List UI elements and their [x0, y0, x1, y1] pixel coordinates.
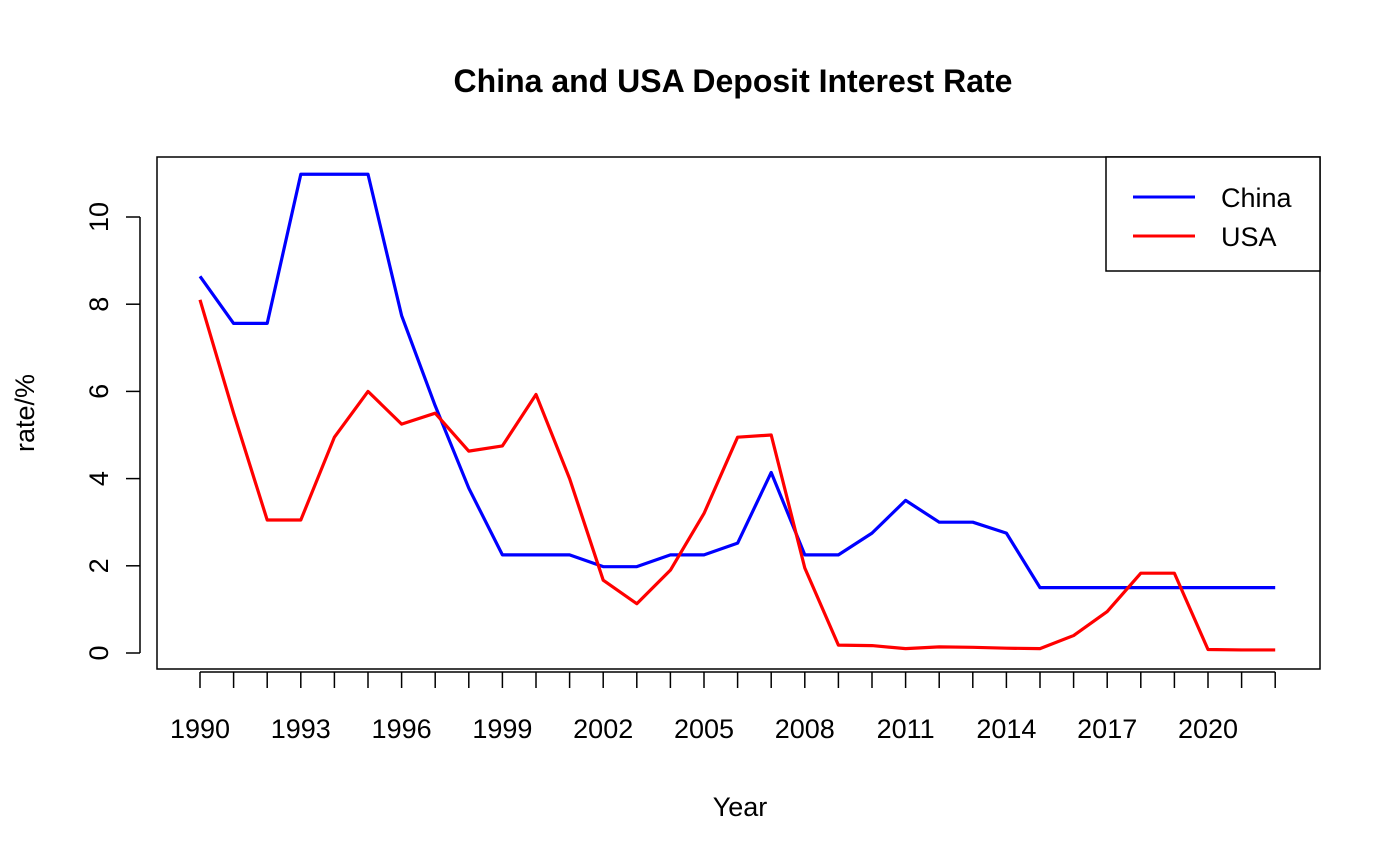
series-layer — [198, 172, 1276, 652]
y-tick-label: 4 — [84, 471, 114, 486]
y-tick-label: 10 — [84, 202, 114, 232]
y-tick-label: 2 — [84, 558, 114, 573]
y-tick-label: 8 — [84, 297, 114, 312]
x-tick-label: 1990 — [170, 714, 230, 744]
x-tick-label: 2008 — [775, 714, 835, 744]
y-tick-label: 0 — [84, 645, 114, 660]
x-tick-label: 1996 — [372, 714, 432, 744]
plot-box — [156, 156, 1321, 670]
y-tick-label: 6 — [84, 384, 114, 399]
x-tick-label: 2005 — [674, 714, 734, 744]
legend: China USA — [1105, 156, 1321, 272]
series-line-china — [198, 172, 1276, 590]
x-tick-label: 1999 — [472, 714, 532, 744]
legend-label-usa: USA — [1221, 222, 1277, 252]
x-tick-label: 2002 — [573, 714, 633, 744]
x-tick-label: 2014 — [976, 714, 1036, 744]
x-tick-label: 2020 — [1178, 714, 1238, 744]
x-tick-label: 2011 — [877, 714, 935, 744]
y-axis-label: rate/% — [10, 374, 40, 452]
x-axis-label: Year — [713, 792, 768, 822]
y-axis: 0 2 4 6 8 10 — [84, 202, 141, 661]
legend-label-china: China — [1221, 183, 1293, 213]
x-axis: 1990 1993 1996 1999 2002 2005 2008 2011 2014 2017… — [170, 671, 1276, 744]
legend-box — [1105, 156, 1321, 272]
x-tick-label: 2017 — [1077, 714, 1137, 744]
chart-title: China and USA Deposit Interest Rate — [454, 63, 1013, 99]
series-line-usa — [198, 299, 1276, 652]
x-tick-label: 1993 — [271, 714, 331, 744]
